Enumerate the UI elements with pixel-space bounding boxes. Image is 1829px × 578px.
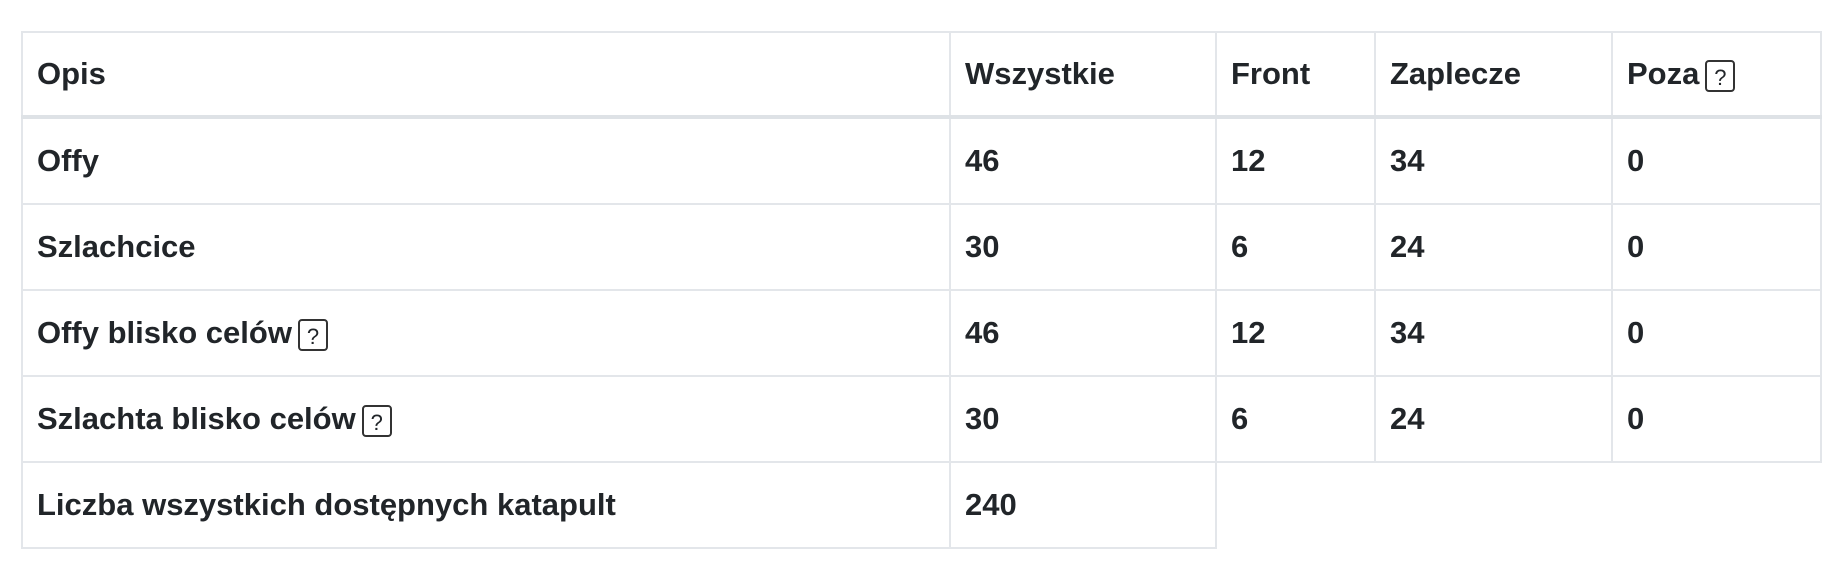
value-cell: 6: [1215, 203, 1376, 291]
help-icon[interactable]: ?: [297, 318, 328, 351]
value-cell: 34: [1374, 116, 1613, 205]
cell-value: 34: [1390, 315, 1425, 350]
value-cell: 0: [1611, 116, 1822, 205]
table-row: Offy blisko celów? 46 12 34 0: [21, 289, 1822, 377]
row-label: Szlachcice: [37, 229, 196, 264]
value-cell: 30: [949, 375, 1217, 463]
value-cell: 0: [1611, 375, 1822, 463]
total-value-cell: 240: [949, 461, 1217, 549]
cell-value: 0: [1627, 143, 1645, 178]
empty-cell: [1216, 462, 1821, 548]
header-zaplecze: Zaplecze: [1374, 31, 1613, 119]
value-cell: 12: [1215, 289, 1376, 377]
table-row: Offy 46 12 34 0: [21, 116, 1822, 205]
cell-value: 12: [1231, 315, 1266, 350]
cell-value: 0: [1627, 229, 1645, 264]
cell-value: 24: [1390, 401, 1425, 436]
cell-value: 0: [1627, 401, 1645, 436]
value-cell: 24: [1374, 203, 1613, 291]
row-label-cell: Offy blisko celów?: [21, 289, 951, 377]
value-cell: 0: [1611, 289, 1822, 377]
row-label-cell: Offy: [21, 116, 951, 205]
value-cell: 12: [1215, 116, 1376, 205]
cell-value: 46: [965, 315, 1000, 350]
catapult-summary-table: Opis Wszystkie Front Zaplecze Poza? Offy…: [21, 31, 1822, 549]
row-label-cell: Szlachcice: [21, 203, 951, 291]
help-icon[interactable]: ?: [361, 404, 392, 437]
help-icon[interactable]: ?: [1705, 59, 1736, 92]
value-cell: 30: [949, 203, 1217, 291]
header-poza: Poza?: [1611, 31, 1822, 119]
value-cell: 34: [1374, 289, 1613, 377]
header-row: Opis Wszystkie Front Zaplecze Poza?: [21, 31, 1822, 119]
value-cell: 0: [1611, 203, 1822, 291]
header-wszystkie: Wszystkie: [949, 31, 1217, 119]
table-row: Szlachcice 30 6 24 0: [21, 203, 1822, 291]
value-cell: 46: [949, 289, 1217, 377]
total-label-cell: Liczba wszystkich dostępnych katapult: [21, 461, 951, 549]
table-row: Szlachta blisko celów? 30 6 24 0: [21, 375, 1822, 463]
value-cell: 46: [949, 116, 1217, 205]
cell-value: 30: [965, 229, 1000, 264]
cell-value: 12: [1231, 143, 1266, 178]
value-cell: 6: [1215, 375, 1376, 463]
cell-value: 6: [1231, 229, 1249, 264]
header-front: Front: [1215, 31, 1376, 119]
total-row: Liczba wszystkich dostępnych katapult 24…: [21, 461, 1821, 549]
cell-value: 6: [1231, 401, 1249, 436]
cell-value: 0: [1627, 315, 1645, 350]
value-cell: 24: [1374, 375, 1613, 463]
row-label: Szlachta blisko celów: [37, 401, 356, 436]
total-value: 240: [965, 487, 1017, 522]
row-label: Offy blisko celów: [37, 315, 292, 350]
header-opis: Opis: [21, 31, 951, 119]
cell-value: 30: [965, 401, 1000, 436]
row-label: Offy: [37, 143, 99, 178]
cell-value: 24: [1390, 229, 1425, 264]
row-label-cell: Szlachta blisko celów?: [21, 375, 951, 463]
cell-value: 46: [965, 143, 1000, 178]
cell-value: 34: [1390, 143, 1425, 178]
total-label: Liczba wszystkich dostępnych katapult: [37, 487, 616, 522]
